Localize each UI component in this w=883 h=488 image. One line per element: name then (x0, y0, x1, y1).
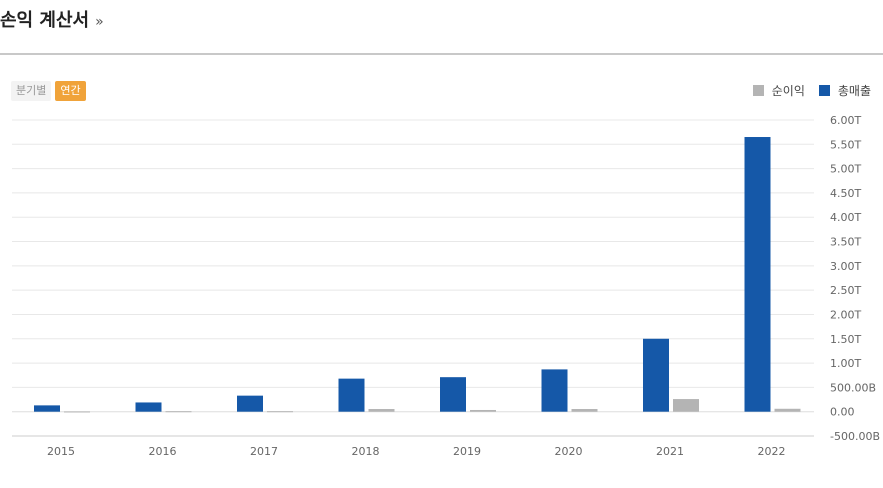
x-tick-label: 2022 (758, 445, 786, 458)
chart-legend: 순이익 총매출 (752, 82, 871, 99)
chart-grid (12, 119, 814, 437)
y-tick-label: 3.00T (830, 260, 861, 273)
x-axis-labels: 2015 2016 2017 2018 2019 2020 2021 2022 (47, 445, 786, 458)
y-tick-label: 2.50T (830, 284, 861, 297)
y-tick-label: 1.00T (830, 357, 861, 370)
bar-revenue-2019[interactable] (440, 377, 466, 412)
x-tick-label: 2019 (453, 445, 481, 458)
legend-item-revenue[interactable]: 총매출 (818, 82, 871, 99)
section-header: 손익 계산서 » (0, 6, 104, 36)
y-tick-label: 5.00T (830, 163, 861, 176)
legend-swatch-revenue (818, 85, 830, 96)
x-tick-label: 2016 (149, 445, 177, 458)
x-tick-label: 2020 (555, 445, 583, 458)
section-title: 손익 계산서 (0, 10, 90, 31)
bar-revenue-2017[interactable] (237, 395, 263, 412)
bar-net-income-2016[interactable] (165, 411, 192, 413)
x-tick-label: 2017 (250, 445, 278, 458)
y-tick-label: 6.00T (830, 114, 861, 127)
bar-revenue-2015[interactable] (34, 405, 60, 412)
toggle-quarterly[interactable]: 분기별 (11, 81, 52, 101)
bar-net-income-2017[interactable] (267, 411, 293, 413)
y-tick-label: 4.50T (830, 187, 861, 200)
y-tick-label: 4.00T (830, 211, 861, 224)
y-tick-label: 0.00 (830, 406, 855, 419)
x-tick-label: 2021 (656, 445, 684, 458)
bar-net-income-2015[interactable] (64, 411, 90, 413)
x-tick-label: 2015 (47, 445, 75, 458)
legend-label-net-income: 순이익 (771, 84, 805, 98)
bar-net-income-2020[interactable] (571, 409, 598, 412)
x-tick-label: 2018 (352, 445, 380, 458)
header-divider (0, 53, 883, 55)
toggle-annual[interactable]: 연간 (55, 81, 86, 101)
y-tick-label: 5.50T (830, 138, 861, 151)
chart-bars (34, 137, 801, 413)
bar-revenue-2018[interactable] (338, 378, 365, 412)
bar-revenue-2020[interactable] (541, 369, 568, 412)
legend-label-revenue: 총매출 (837, 84, 871, 98)
y-tick-label: 2.00T (830, 308, 861, 321)
legend-swatch-net-income (752, 85, 764, 96)
bar-net-income-2022[interactable] (774, 408, 801, 412)
bar-revenue-2021[interactable] (643, 338, 669, 412)
bar-net-income-2018[interactable] (368, 409, 395, 412)
legend-item-net-income[interactable]: 순이익 (752, 82, 805, 99)
y-axis-labels: 6.00T 5.50T 5.00T 4.50T 4.00T 3.50T 3.00T 2.50T… (830, 114, 880, 443)
bar-revenue-2022[interactable] (744, 137, 771, 412)
more-arrow-icon[interactable]: » (95, 14, 104, 30)
period-toggle: 분기별 연간 (11, 81, 86, 101)
bar-net-income-2019[interactable] (470, 409, 496, 412)
bar-net-income-2021[interactable] (673, 399, 699, 412)
y-tick-label: 1.50T (830, 333, 861, 346)
bar-revenue-2016[interactable] (135, 402, 162, 412)
y-tick-label: 3.50T (830, 236, 861, 249)
y-tick-label: -500.00B (830, 430, 880, 443)
y-tick-label: 500.00B (830, 381, 876, 394)
